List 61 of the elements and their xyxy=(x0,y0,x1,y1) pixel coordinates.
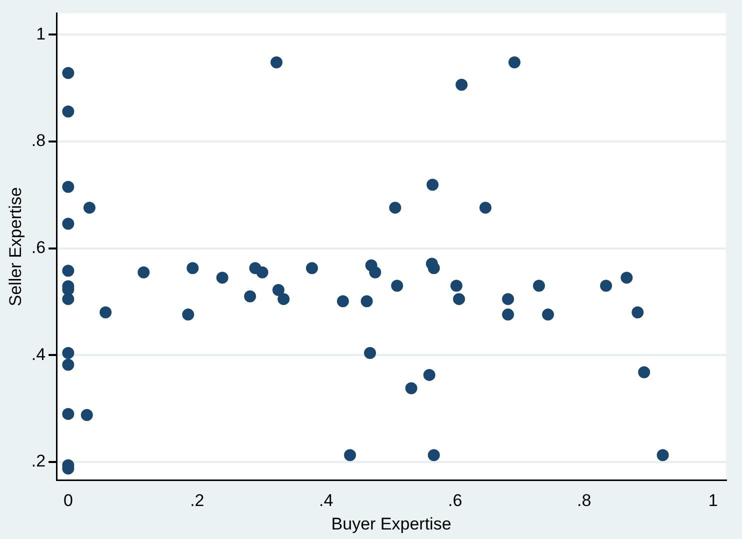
point xyxy=(62,180,74,193)
point xyxy=(428,262,440,274)
x-axis-title: Buyer Expertise xyxy=(331,514,452,534)
point xyxy=(138,266,150,278)
x-tick-label: .2 xyxy=(190,491,204,510)
point xyxy=(360,295,373,308)
point xyxy=(638,366,650,378)
y-tick-label: .8 xyxy=(31,131,46,150)
point xyxy=(479,202,492,214)
point xyxy=(270,56,282,68)
y-axis-title: Seller Expertise xyxy=(6,187,25,306)
y-tick-label: .2 xyxy=(31,452,46,471)
point xyxy=(62,347,74,360)
point xyxy=(336,295,349,308)
x-tick-label: .8 xyxy=(577,491,592,510)
point xyxy=(80,409,93,422)
point xyxy=(502,308,514,321)
x-tick-label: 1 xyxy=(708,491,718,510)
point xyxy=(632,306,644,318)
point xyxy=(620,272,633,284)
point xyxy=(62,264,74,277)
x-tick-label: .6 xyxy=(448,491,462,510)
point xyxy=(508,56,520,68)
point xyxy=(244,290,256,302)
point xyxy=(456,78,468,91)
y-tick-label: .6 xyxy=(31,238,46,257)
point xyxy=(426,178,439,191)
y-tick-label: .4 xyxy=(31,344,46,364)
point xyxy=(391,280,404,292)
point xyxy=(62,408,74,420)
point xyxy=(62,67,74,80)
point xyxy=(272,284,284,296)
point xyxy=(656,449,669,462)
point xyxy=(62,106,74,118)
point xyxy=(450,280,462,292)
point xyxy=(600,280,612,292)
point xyxy=(428,449,440,462)
point xyxy=(389,202,402,214)
point xyxy=(182,308,194,321)
point xyxy=(423,368,436,381)
point xyxy=(453,293,466,306)
point xyxy=(306,262,318,274)
point xyxy=(278,293,290,306)
point xyxy=(344,449,356,462)
point xyxy=(364,347,376,360)
y-tick-label: 1 xyxy=(36,24,46,44)
point xyxy=(542,308,554,321)
point xyxy=(369,266,382,278)
point xyxy=(100,306,112,318)
point xyxy=(256,266,268,278)
point xyxy=(62,358,74,371)
point xyxy=(216,272,228,284)
x-tick-label: .4 xyxy=(319,491,334,510)
point xyxy=(62,218,74,230)
point xyxy=(532,280,545,292)
point xyxy=(83,202,96,214)
point xyxy=(405,382,418,394)
point xyxy=(502,293,514,306)
point xyxy=(186,262,199,274)
x-tick-label: 0 xyxy=(63,491,73,510)
point xyxy=(62,293,74,306)
